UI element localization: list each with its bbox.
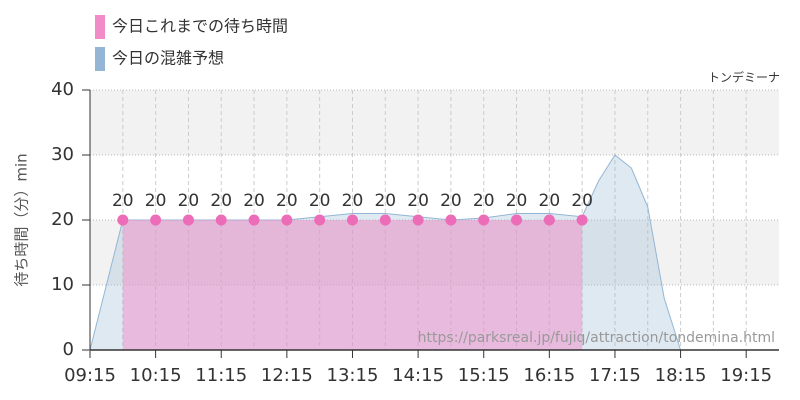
y-tick-label: 40 bbox=[51, 79, 74, 100]
point bbox=[314, 214, 326, 226]
value-label: 20 bbox=[374, 191, 396, 211]
x-tick-label: 18:15 bbox=[655, 365, 707, 386]
value-label: 20 bbox=[309, 191, 331, 211]
x-tick-label: 16:15 bbox=[523, 365, 575, 386]
grid-band bbox=[90, 90, 779, 155]
legend-swatch bbox=[95, 15, 105, 39]
point bbox=[182, 214, 194, 226]
x-tick-label: 19:15 bbox=[720, 365, 772, 386]
point bbox=[511, 214, 523, 226]
point bbox=[215, 214, 227, 226]
y-axis-label: 待ち時間（分）min bbox=[13, 153, 31, 286]
point bbox=[445, 214, 457, 226]
point bbox=[379, 214, 391, 226]
x-tick-label: 12:15 bbox=[261, 365, 313, 386]
value-label: 20 bbox=[571, 191, 593, 211]
x-tick-label: 10:15 bbox=[130, 365, 182, 386]
annotation: トンデミーナ bbox=[708, 70, 780, 85]
value-label: 20 bbox=[342, 191, 364, 211]
point bbox=[576, 214, 588, 226]
x-tick-label: 11:15 bbox=[195, 365, 247, 386]
point bbox=[543, 214, 555, 226]
x-tick-label: 17:15 bbox=[589, 365, 641, 386]
value-label: 20 bbox=[112, 191, 134, 211]
point bbox=[248, 214, 260, 226]
point bbox=[117, 214, 129, 226]
x-tick-label: 14:15 bbox=[392, 365, 444, 386]
y-tick-label: 10 bbox=[51, 274, 74, 295]
x-tick-label: 09:15 bbox=[64, 365, 116, 386]
y-tick-label: 20 bbox=[51, 209, 74, 230]
watermark: https://parksreal.jp/fujiq/attraction/to… bbox=[418, 330, 775, 346]
legend-label: 今日これまでの待ち時間 bbox=[112, 17, 288, 36]
legend-label: 今日の混雑予想 bbox=[112, 49, 224, 68]
value-label: 20 bbox=[178, 191, 200, 211]
value-label: 20 bbox=[506, 191, 528, 211]
value-label: 20 bbox=[145, 191, 167, 211]
value-label: 20 bbox=[210, 191, 232, 211]
legend-swatch bbox=[95, 47, 105, 71]
value-label: 20 bbox=[407, 191, 429, 211]
x-tick-label: 15:15 bbox=[458, 365, 510, 386]
point bbox=[478, 214, 490, 226]
value-label: 20 bbox=[243, 191, 265, 211]
point bbox=[281, 214, 293, 226]
point bbox=[346, 214, 358, 226]
x-tick-label: 13:15 bbox=[327, 365, 379, 386]
value-label: 20 bbox=[539, 191, 561, 211]
y-tick-label: 0 bbox=[63, 339, 74, 360]
value-label: 20 bbox=[473, 191, 495, 211]
value-label: 20 bbox=[440, 191, 462, 211]
area bbox=[122, 220, 583, 350]
point bbox=[150, 214, 162, 226]
y-tick-label: 30 bbox=[51, 144, 74, 165]
point bbox=[412, 214, 424, 226]
value-label: 20 bbox=[276, 191, 298, 211]
